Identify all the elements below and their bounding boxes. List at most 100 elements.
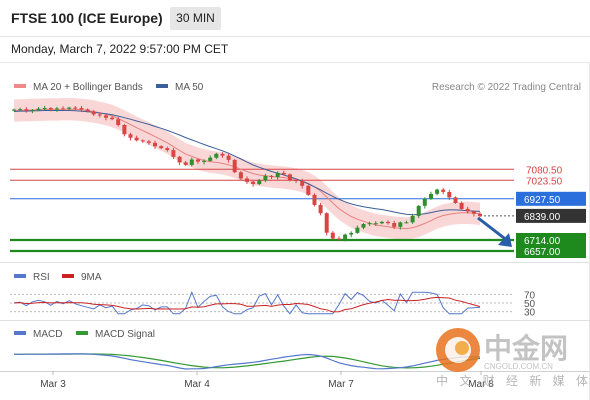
panel-divider-top bbox=[0, 62, 590, 63]
candle-body bbox=[287, 174, 292, 180]
candle-body bbox=[447, 192, 452, 198]
candle-body bbox=[361, 224, 366, 228]
credit-text: Research © 2022 Trading Central bbox=[432, 82, 581, 93]
candle-body bbox=[85, 109, 90, 112]
candle-body bbox=[318, 204, 323, 214]
level-label-bg-2 bbox=[516, 191, 586, 206]
candle-body bbox=[343, 234, 348, 240]
candle-body bbox=[257, 180, 262, 185]
candle-body bbox=[238, 172, 243, 179]
moving-averages bbox=[13, 108, 481, 230]
candle-body bbox=[263, 175, 268, 181]
candle-body bbox=[189, 159, 194, 165]
legend-9ma-swatch bbox=[62, 274, 74, 278]
rsi-9ma-line bbox=[13, 296, 481, 313]
candle-body bbox=[312, 194, 317, 205]
rsi-line bbox=[13, 290, 481, 315]
candle-body bbox=[104, 115, 108, 118]
header-divider bbox=[0, 36, 590, 37]
candle-body bbox=[183, 162, 188, 165]
candle-body bbox=[140, 140, 145, 142]
candle-body bbox=[153, 142, 157, 147]
candle-body bbox=[379, 221, 384, 224]
candle-body bbox=[220, 153, 225, 156]
x-tick-label-1: Mar 4 bbox=[184, 379, 210, 390]
candle-body bbox=[18, 109, 23, 111]
candle-body bbox=[202, 160, 207, 162]
instrument-title: FTSE 100 (ICE Europe) bbox=[11, 10, 163, 26]
timeframe-badge[interactable]: 30 MIN bbox=[170, 7, 221, 30]
candle-body bbox=[471, 211, 476, 214]
macd-panel bbox=[13, 353, 481, 370]
forecast-arrow bbox=[477, 216, 512, 248]
candle-body bbox=[422, 198, 427, 206]
chart-header: FTSE 100 (ICE Europe) 30 MIN bbox=[0, 0, 590, 36]
watermark-logo-dot bbox=[455, 341, 469, 355]
level-label-bg-4 bbox=[516, 233, 586, 248]
level-label-5: 6657.00 bbox=[524, 247, 561, 258]
candle-body bbox=[386, 221, 390, 224]
candles bbox=[12, 105, 482, 242]
candle-body bbox=[214, 153, 219, 158]
candle-body bbox=[459, 203, 464, 209]
candle-body bbox=[146, 141, 151, 143]
legend-ma20-swatch bbox=[14, 84, 26, 88]
panel-divider-macd bbox=[0, 320, 590, 321]
candle-body bbox=[441, 189, 446, 192]
candle-body bbox=[122, 125, 127, 135]
price-legend: MA 20 + Bollinger Bands MA 50 Research ©… bbox=[14, 82, 581, 93]
candle-body bbox=[392, 223, 397, 227]
candle-body bbox=[134, 137, 139, 141]
candle-body bbox=[48, 108, 53, 110]
key-levels bbox=[10, 168, 514, 253]
macd-legend: MACD MACD Signal bbox=[14, 329, 155, 340]
candle-body bbox=[435, 189, 440, 194]
watermark-url: CNGOLD.COM.CN bbox=[484, 362, 553, 371]
watermark-brand: 中金网 bbox=[484, 332, 568, 364]
candle-body bbox=[306, 185, 311, 195]
legend-macd-label: MACD bbox=[33, 329, 62, 340]
forecast-arrow-shaft bbox=[477, 216, 509, 243]
candle-body bbox=[24, 109, 29, 111]
legend-macd-signal-label: MACD Signal bbox=[95, 329, 155, 340]
watermark: 中金网 CNGOLD.COM.CN 中 文 财 经 新 媒 体 bbox=[436, 328, 590, 388]
macd-line bbox=[13, 353, 481, 370]
candle-body bbox=[54, 108, 59, 110]
chart-datetime: Monday, March 7, 2022 9:57:00 PM CET bbox=[11, 42, 229, 56]
candle-body bbox=[337, 238, 341, 240]
candle-body bbox=[42, 108, 47, 109]
candle-body bbox=[61, 108, 66, 110]
candle-body bbox=[465, 208, 470, 212]
candle-body bbox=[373, 223, 378, 225]
candle-body bbox=[294, 180, 299, 181]
x-tick-label-0: Mar 3 bbox=[40, 379, 66, 390]
level-label-0: 7080.50 bbox=[526, 165, 563, 176]
rsi-legend: RSI 9MA bbox=[14, 272, 102, 283]
watermark-tagline: 中 文 财 经 新 媒 体 bbox=[436, 373, 590, 388]
candle-body bbox=[281, 172, 286, 175]
x-axis: Mar 3 Mar 4 Mar 7 Mar 8 bbox=[40, 371, 494, 390]
candle-body bbox=[410, 215, 415, 223]
forecast-arrow-head bbox=[498, 233, 512, 248]
legend-ma20-label: MA 20 + Bollinger Bands bbox=[33, 82, 143, 93]
legend-9ma-label: 9MA bbox=[81, 272, 102, 283]
legend-ma50-label: MA 50 bbox=[175, 82, 204, 93]
ma50-line bbox=[13, 110, 481, 216]
candle-body bbox=[36, 108, 41, 110]
candle-body bbox=[97, 114, 102, 116]
candle-body bbox=[79, 108, 84, 110]
candle-body bbox=[159, 146, 164, 149]
legend-macd-swatch bbox=[14, 331, 26, 335]
candle-body bbox=[416, 205, 421, 216]
level-label-1: 7023.50 bbox=[526, 176, 563, 187]
candle-body bbox=[165, 148, 170, 151]
candle-body bbox=[398, 222, 403, 227]
candle-body bbox=[91, 111, 96, 115]
candle-body bbox=[110, 117, 115, 120]
candle-body bbox=[300, 181, 305, 186]
level-label-bg-5 bbox=[516, 244, 586, 259]
candle-body bbox=[245, 178, 249, 182]
